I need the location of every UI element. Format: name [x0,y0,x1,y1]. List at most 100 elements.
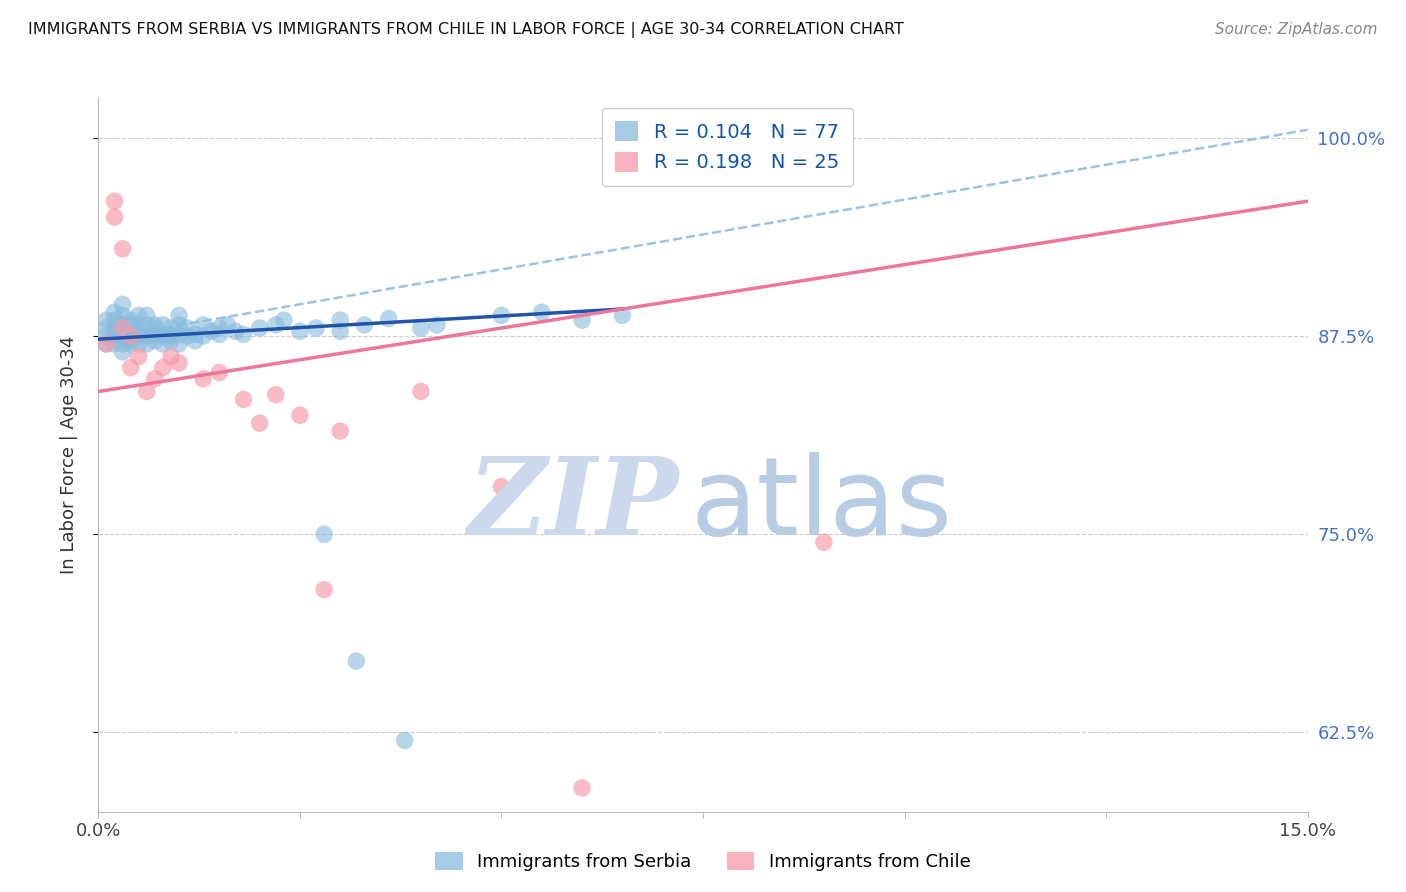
Point [135,384,157,399]
Point [612,309,634,323]
Point [103,337,125,351]
Point [103,313,125,327]
Point [103,305,125,319]
Legend: R = 0.104   N = 77, R = 0.198   N = 25: R = 0.104 N = 77, R = 0.198 N = 25 [602,108,853,186]
Point [249,416,271,430]
Point [120,313,142,327]
Point [152,360,174,375]
Point [314,582,336,597]
Point [111,309,134,323]
Point [264,318,287,332]
Point [208,327,231,342]
Text: atlas: atlas [690,452,953,558]
Text: IMMIGRANTS FROM SERBIA VS IMMIGRANTS FROM CHILE IN LABOR FORCE | AGE 30-34 CORRE: IMMIGRANTS FROM SERBIA VS IMMIGRANTS FRO… [28,22,904,38]
Point [135,337,157,351]
Point [103,194,125,209]
Point [111,344,134,359]
Point [143,318,166,332]
Point [232,392,254,407]
Point [143,334,166,348]
Point [314,527,336,541]
Point [103,321,125,335]
Y-axis label: In Labor Force | Age 30-34: In Labor Force | Age 30-34 [59,335,77,574]
Point [111,318,134,332]
Point [813,535,835,549]
Point [193,329,215,343]
Point [329,324,352,338]
Text: Source: ZipAtlas.com: Source: ZipAtlas.com [1215,22,1378,37]
Point [329,424,352,438]
Point [120,360,142,375]
Point [193,318,215,332]
Point [152,329,174,343]
Point [264,387,287,401]
Point [409,384,432,399]
Point [103,329,125,343]
Point [571,780,593,795]
Point [96,337,118,351]
Point [143,372,166,386]
Point [120,318,142,332]
Point [491,309,513,323]
Point [143,321,166,335]
Point [103,324,125,338]
Point [120,329,142,343]
Point [160,321,183,335]
Point [344,654,367,668]
Point [96,329,118,343]
Point [128,350,150,364]
Point [128,327,150,342]
Point [143,324,166,338]
Point [217,318,239,332]
Point [128,318,150,332]
Point [208,321,231,335]
Point [135,318,157,332]
Point [329,313,352,327]
Point [193,372,215,386]
Point [152,318,174,332]
Point [491,480,513,494]
Point [273,313,295,327]
Point [184,334,207,348]
Point [120,329,142,343]
Point [288,324,311,338]
Point [111,297,134,311]
Point [111,242,134,256]
Point [111,321,134,335]
Point [135,309,157,323]
Point [224,324,246,338]
Point [96,313,118,327]
Point [160,334,183,348]
Point [176,329,198,343]
Point [167,327,190,342]
Point [176,321,198,335]
Point [409,321,432,335]
Legend: Immigrants from Serbia, Immigrants from Chile: Immigrants from Serbia, Immigrants from … [429,845,977,879]
Point [111,329,134,343]
Point [120,334,142,348]
Point [103,210,125,224]
Point [160,350,183,364]
Point [167,318,190,332]
Point [135,329,157,343]
Point [184,327,207,342]
Point [394,733,416,747]
Point [96,321,118,335]
Point [377,311,399,326]
Point [128,324,150,338]
Point [288,409,311,423]
Point [232,327,254,342]
Point [128,309,150,323]
Point [143,329,166,343]
Point [200,324,222,338]
Point [152,327,174,342]
Point [120,337,142,351]
Point [167,356,190,370]
Point [530,305,553,319]
Point [167,337,190,351]
Point [426,318,449,332]
Point [111,337,134,351]
Text: ZIP: ZIP [467,452,679,558]
Point [128,337,150,351]
Point [571,313,593,327]
